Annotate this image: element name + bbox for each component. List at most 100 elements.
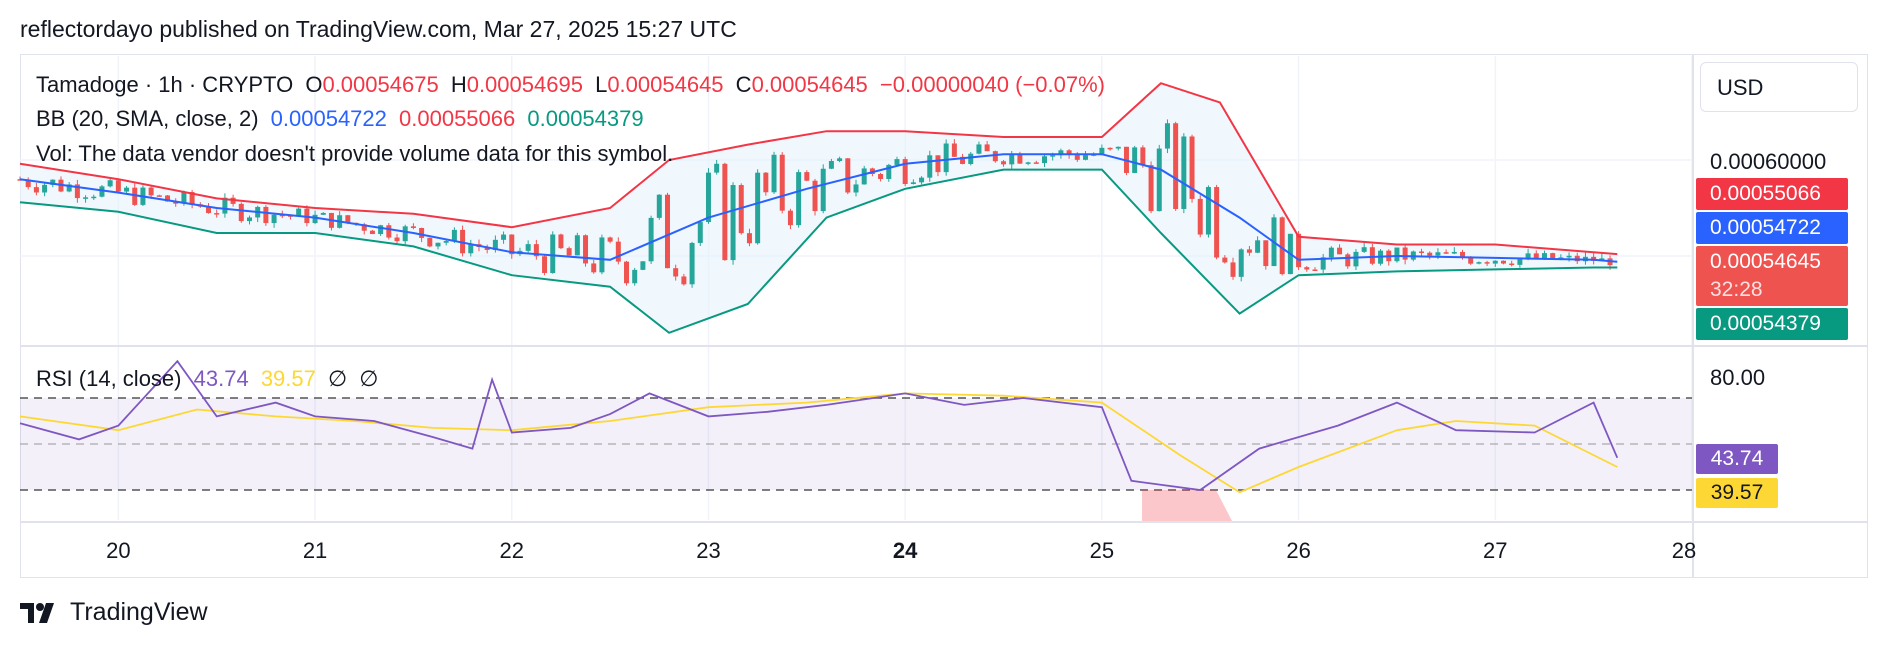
candle-body: [1214, 187, 1220, 258]
candle-body: [1460, 251, 1466, 258]
rsi-line: [19, 359, 1619, 491]
candle-body: [542, 256, 548, 273]
candle-body: [910, 182, 916, 184]
candle-body: [1468, 257, 1474, 264]
bb-legend: BB (20, SMA, close, 2) 0.00054722 0.0005…: [36, 106, 650, 132]
candle-body: [74, 184, 80, 199]
candle-body: [607, 237, 613, 242]
rsi-oversold-fill: [1142, 490, 1232, 521]
candle-body: [648, 217, 654, 262]
candle-body: [1402, 247, 1408, 260]
rsi-value-tag: 43.74: [1696, 444, 1778, 474]
candle-body: [525, 244, 531, 251]
candle-body: [583, 235, 589, 264]
candle-body: [419, 228, 425, 238]
candle-body: [1050, 155, 1056, 157]
candle-body: [115, 180, 121, 192]
candle-body: [1312, 269, 1318, 272]
close-value: 0.00054645: [751, 72, 868, 97]
candle-body: [1222, 257, 1228, 263]
candle-body: [1156, 148, 1162, 212]
candle-body: [33, 187, 39, 193]
candle-body: [132, 187, 138, 205]
candle-body: [1500, 260, 1506, 264]
candle-body: [345, 215, 351, 223]
candle-body: [25, 179, 31, 188]
candle-body: [107, 180, 113, 187]
change-value: −0.00000040 (−0.07%): [879, 72, 1105, 97]
candle-body: [927, 155, 933, 178]
bb-basis-line: [19, 153, 1618, 263]
bb-upper-value: 0.00055066: [399, 106, 516, 131]
currency-button[interactable]: USD: [1700, 62, 1858, 112]
rsi-value: 43.74: [193, 366, 249, 391]
candle-body: [1255, 240, 1261, 253]
candle-body: [451, 229, 457, 241]
candle-body: [968, 153, 974, 164]
price-axis-level: 0.00060000: [1710, 149, 1827, 174]
candle-body: [1320, 257, 1326, 270]
x-tick-21: 21: [303, 538, 327, 563]
candle-body: [714, 163, 720, 173]
candle-body: [165, 195, 171, 202]
bb-upper-line: [19, 82, 1618, 256]
candle-body: [378, 225, 384, 235]
candle-body: [1443, 252, 1449, 254]
rsi-label: RSI (14, close): [36, 366, 182, 391]
candle-body: [1484, 262, 1490, 264]
candle-body: [1181, 136, 1187, 209]
candle-body: [935, 155, 941, 173]
candle-body: [1205, 187, 1211, 235]
candle-body: [1476, 262, 1482, 264]
candle-body: [91, 196, 97, 199]
candle-body: [296, 208, 302, 216]
candle-body: [878, 173, 884, 179]
candle-body: [861, 168, 867, 185]
candle-body: [361, 224, 367, 231]
candle-body: [632, 269, 638, 284]
candle-body: [1189, 136, 1195, 199]
candle-body: [902, 159, 908, 184]
candle-body: [271, 214, 277, 224]
candle-body: [1451, 251, 1457, 254]
bb-lower-value: 0.00054379: [527, 106, 644, 131]
candle-body: [1148, 165, 1154, 212]
x-tick-23: 23: [696, 538, 720, 563]
x-tick-25: 25: [1090, 538, 1114, 563]
candle-body: [1509, 263, 1515, 266]
bb-band-fill: [20, 83, 1618, 333]
candle-body: [509, 234, 515, 255]
candle-body: [460, 229, 466, 254]
candle-body: [1525, 253, 1531, 259]
candle-body: [943, 143, 949, 173]
last-price: 0.00054645: [1710, 250, 1821, 273]
candle-body: [124, 187, 130, 192]
candle-body: [1009, 153, 1015, 165]
candle-body: [1517, 258, 1523, 265]
candle-body: [1033, 162, 1039, 164]
last-price-tag: 0.00054645 32:28: [1696, 246, 1848, 306]
candle-body: [697, 222, 703, 243]
candle-body: [394, 237, 400, 242]
tradingview-logo-icon: [20, 602, 54, 623]
bb-lower-tag: 0.00054379: [1696, 308, 1848, 340]
candle-body: [845, 158, 851, 193]
candle-body: [919, 177, 925, 183]
candle-body: [689, 242, 695, 285]
candle-body: [960, 156, 966, 164]
rsi-axis-level: 80.00: [1710, 365, 1766, 390]
candle-body: [1304, 267, 1310, 270]
candle-body: [1099, 147, 1105, 155]
candle-body: [894, 159, 900, 165]
candle-body: [66, 184, 72, 192]
candle-body: [812, 180, 818, 212]
close-label: C: [735, 72, 752, 97]
x-tick-27: 27: [1483, 538, 1507, 563]
candle-body: [1173, 123, 1179, 209]
candle-body: [976, 144, 982, 154]
footer-brand[interactable]: TradingView: [20, 598, 208, 627]
candle-body: [763, 172, 769, 193]
candle-body: [1394, 247, 1400, 262]
bb-basis-value: 0.00054722: [270, 106, 387, 131]
